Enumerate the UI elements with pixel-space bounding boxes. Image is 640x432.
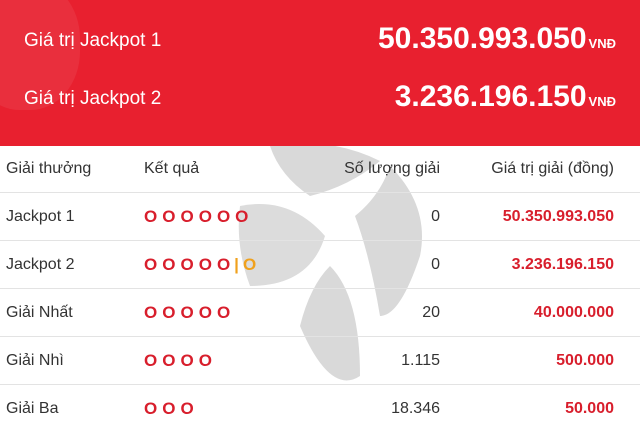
ball-icon: O [162,398,176,418]
vietlott-watermark-logo [238,146,422,381]
results-table: Giải thưởng Kết quả Số lượng giải Giá tr… [0,146,640,432]
column-header-prize-tier: Giải thưởng [6,160,92,177]
winner-count: 18.346 [391,399,440,417]
column-header-prize-value: Giá trị giải (đồng) [491,160,614,177]
ball-icon: O [216,206,231,226]
ball-icon: O [180,254,194,274]
ball-icon: O [162,350,176,370]
ball-icon: O [162,206,176,226]
winner-count: 20 [422,303,440,321]
ball-icon: O [180,398,194,418]
ball-icon: O [198,254,212,274]
special-ball-icon: O [242,254,257,274]
ball-icon: O [216,254,231,274]
prize-value: 500.000 [556,351,614,369]
jackpot-header: Giá trị Jackpot 1 50.350.993.050 VNĐ Giá … [0,0,640,146]
ball-icon: O [198,350,212,370]
ball-icon: O [162,302,176,322]
prize-tier-name: Jackpot 1 [6,207,75,225]
winner-count: 1.115 [401,351,440,369]
jackpot-1-unit: VNĐ [588,36,616,51]
ball-icon: O [144,206,158,226]
column-header-winner-count: Số lượng giải [344,160,440,177]
ball-icon: O [180,206,194,226]
special-separator: | [234,254,239,274]
ball-icon: O [144,350,158,370]
jackpot-1-row: Giá trị Jackpot 1 50.350.993.050 VNĐ [0,16,640,66]
jackpot-2-unit: VNĐ [588,94,616,109]
prize-tier-name: Giải Nhì [6,351,64,369]
prize-tier-name: Giải Nhất [6,303,73,321]
ball-icon: O [235,206,249,226]
result-balls: O O O O O | O [144,241,261,288]
jackpot-1-label: Giá trị Jackpot 1 [24,30,162,51]
jackpot-2-label: Giá trị Jackpot 2 [24,88,162,109]
ball-icon: O [198,302,212,322]
prize-value: 50.000 [565,399,614,417]
jackpot-2-row: Giá trị Jackpot 2 3.236.196.150 VNĐ [0,74,640,124]
jackpot-2-amount: 3.236.196.150 [394,80,587,113]
table-header-row: Giải thưởng Kết quả Số lượng giải Giá tr… [0,146,640,193]
ball-icon: O [144,302,158,322]
jackpot-2-value: 3.236.196.150 VNĐ [395,80,616,114]
ball-icon: O [144,254,158,274]
prize-value: 50.350.993.050 [502,207,614,225]
table-row: Jackpot 2 O O O O O | O 0 3.236.196.150 [0,241,640,289]
ball-icon: O [198,206,212,226]
ball-icon: O [144,398,158,418]
prize-tier-name: Giải Ba [6,399,59,417]
prize-value: 40.000.000 [533,303,614,321]
ball-icon: O [180,350,194,370]
ball-icon: O [216,302,231,322]
jackpot-1-amount: 50.350.993.050 [378,22,587,55]
ball-icon: O [180,302,194,322]
prize-value: 3.236.196.150 [511,255,614,273]
column-header-result: Kết quả [144,160,200,177]
ball-icon: O [162,254,176,274]
jackpot-1-value: 50.350.993.050 VNĐ [378,22,616,56]
prize-tier-name: Jackpot 2 [6,255,75,273]
winner-count: 0 [431,255,440,273]
winner-count: 0 [431,207,440,225]
